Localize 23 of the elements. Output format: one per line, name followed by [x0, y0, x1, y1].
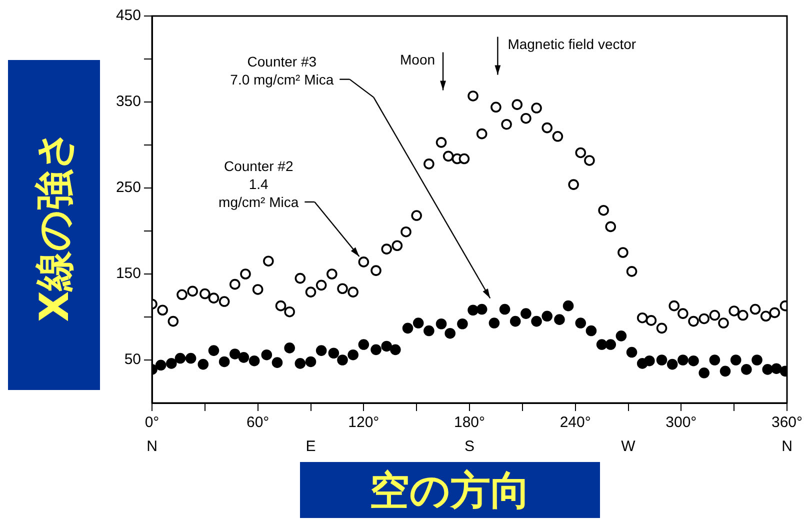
text: W: [621, 438, 636, 455]
annotation: Magnetic field vector: [508, 36, 636, 52]
x-tick-label: 60°: [246, 414, 270, 432]
y-tick-label: 150: [116, 265, 141, 282]
y-tick-label: 450: [116, 7, 141, 24]
y-tick-label: 250: [116, 179, 141, 196]
y-tick-label: 350: [116, 93, 141, 110]
x-axis-title: 空の方向: [300, 462, 600, 518]
x-tick-label: 360°: [771, 414, 803, 432]
x-tick-label: 0°: [144, 414, 160, 432]
y-tick-label: 50: [124, 351, 141, 368]
x-tick-label: 240°: [560, 414, 591, 432]
annotation: Counter #3 7.0 mg/cm² Mica: [230, 53, 334, 88]
annotation: Counter #2 1.4 mg/cm² Mica: [218, 158, 299, 210]
x-tick-label: 180°: [454, 414, 486, 432]
text: E: [306, 438, 316, 455]
text: N: [782, 438, 792, 455]
x-tick-label: 120°: [348, 414, 380, 432]
y-axis-title: X線の強さ: [30, 128, 78, 322]
text: N: [146, 438, 158, 455]
annotation: Moon: [400, 51, 436, 68]
text: S: [464, 438, 475, 455]
x-tick-label: 300°: [666, 414, 697, 432]
